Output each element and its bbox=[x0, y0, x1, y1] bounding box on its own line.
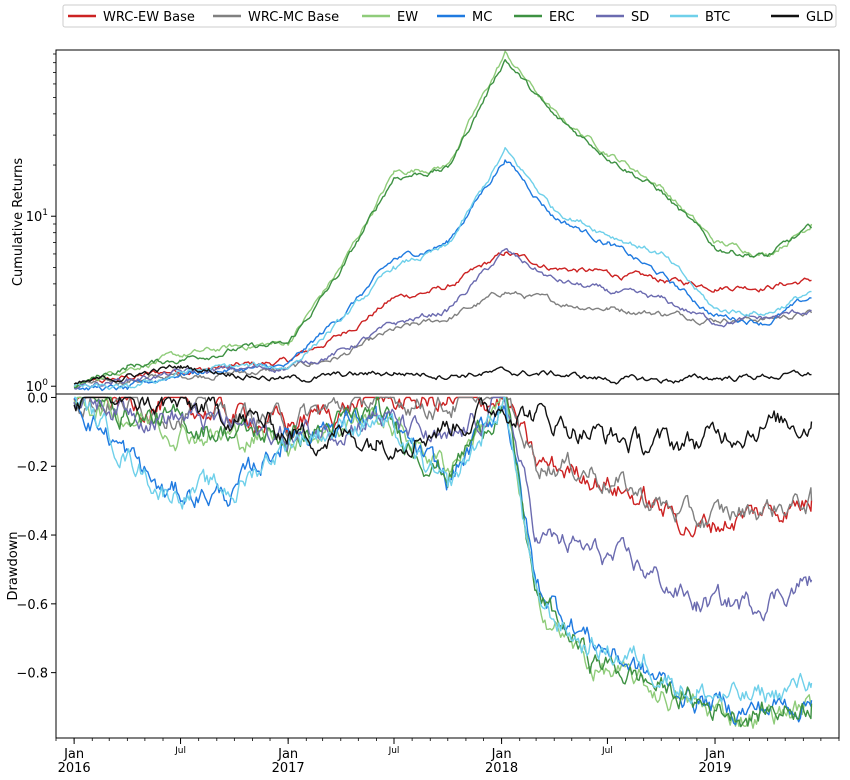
cumulative-returns-lines bbox=[73, 50, 813, 392]
xtick-label: Jul bbox=[174, 746, 186, 756]
xtick-label: Jul bbox=[388, 746, 400, 756]
cumulative-returns-line-wrc-mc-base bbox=[73, 291, 813, 388]
xtick-label: Jan bbox=[704, 747, 725, 762]
legend-label-sd: SD bbox=[631, 10, 649, 25]
drawdown-lines bbox=[73, 396, 813, 729]
xtick-year-label: 2017 bbox=[272, 761, 305, 776]
cumulative-returns-line-mc bbox=[73, 159, 812, 392]
drawdown-line-btc bbox=[74, 396, 813, 705]
cumulative-returns-line-ew bbox=[73, 50, 813, 388]
cumulative-returns-ylabel: Cumulative Returns bbox=[11, 158, 26, 286]
cumulative-returns-line-gld bbox=[73, 364, 812, 385]
xtick-year-label: 2016 bbox=[58, 761, 91, 776]
legend: WRC-EW Base WRC-MC Base EW MC ERC SD BTC GLD bbox=[62, 4, 837, 28]
legend-label-btc: BTC bbox=[705, 10, 730, 25]
legend-label-wrc-ew-base: WRC-EW Base bbox=[103, 10, 195, 25]
legend-label-wrc-mc-base: WRC-MC Base bbox=[248, 10, 339, 25]
drawdown-ylabel: Drawdown bbox=[6, 531, 21, 600]
xtick-label: Jan bbox=[277, 747, 298, 762]
drawdown-ytick-label: 0.0 bbox=[27, 391, 48, 406]
legend-label-erc: ERC bbox=[549, 10, 575, 25]
legend-label-ew: EW bbox=[397, 10, 418, 25]
drawdown-ytick-label: −0.6 bbox=[16, 598, 48, 613]
xtick-year-label: 2019 bbox=[698, 761, 731, 776]
drawdown-ytick-label: −0.4 bbox=[16, 529, 48, 544]
drawdown-line-sd bbox=[73, 396, 813, 622]
drawdown-line-wrc-mc-base bbox=[73, 396, 813, 529]
drawdown-line-gld bbox=[73, 396, 813, 461]
xtick-year-label: 2018 bbox=[485, 761, 518, 776]
xtick-label: Jan bbox=[491, 747, 512, 762]
xtick-label: Jul bbox=[601, 746, 613, 756]
drawdown-y-ticks: 0.0 −0.2 −0.4 −0.6 −0.8 bbox=[16, 391, 56, 682]
drawdown-ytick-label: −0.8 bbox=[16, 667, 48, 682]
legend-label-mc: MC bbox=[472, 10, 492, 25]
drawdown-line-erc bbox=[73, 396, 813, 728]
drawdown-ytick-label: −0.2 bbox=[16, 460, 48, 475]
legend-label-gld: GLD bbox=[806, 10, 833, 25]
xtick-label: Jan bbox=[63, 747, 84, 762]
cumulative-returns-line-erc bbox=[73, 59, 813, 389]
